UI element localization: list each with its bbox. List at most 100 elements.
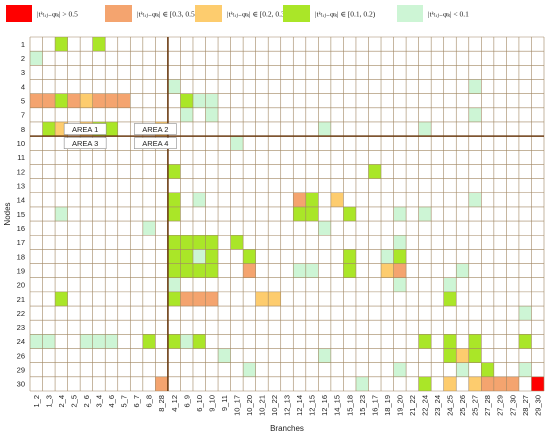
x-tick-label: 12_16 [320, 395, 329, 416]
legend-swatch-gt05 [6, 5, 32, 22]
cell-1_3-node-24 [42, 334, 56, 349]
x-tick-label: 6_10 [195, 395, 204, 412]
area-label-1: AREA 1 [72, 125, 98, 134]
y-tick-label: 24 [17, 337, 25, 346]
y-tick-label: 13 [17, 181, 25, 190]
cell-3_4-node-24 [92, 334, 106, 349]
cell-15_23-node-30 [355, 376, 369, 391]
cell-4_12-node-19 [167, 263, 181, 278]
cell-9_10-node-7 [205, 107, 219, 122]
area-label-3: AREA 3 [72, 139, 98, 148]
cell-19_20-node-17 [393, 235, 407, 250]
y-tick-label: 29 [17, 366, 25, 375]
cell-12_15-node-14 [305, 192, 319, 207]
cell-4_12-node-17 [167, 235, 181, 250]
x-tick-label: 9_10 [207, 395, 216, 412]
x-tick-label: 27_29 [496, 395, 505, 416]
x-tick-label: 25_27 [471, 395, 480, 416]
cell-6_10-node-14 [192, 192, 206, 207]
cell-4_6-node-8 [105, 121, 118, 137]
cell-4_12-node-12 [167, 164, 181, 179]
heatmap-cells [30, 37, 544, 391]
cell-12_16-node-8 [318, 121, 331, 137]
y-tick-label: 30 [17, 380, 25, 389]
cell-16_17-node-12 [368, 164, 382, 179]
cell-27_28-node-29 [481, 362, 494, 377]
x-tick-label: 10_21 [258, 395, 267, 416]
x-tick-label: 23_24 [433, 395, 442, 416]
cell-25_27-node-24 [468, 334, 482, 349]
cell-25_26-node-29 [456, 362, 469, 377]
cell-22_24-node-30 [418, 376, 432, 391]
cell-25_27-node-26 [468, 348, 482, 363]
area-dividers: AREA 1 AREA 2 AREA 3 AREA 4 [30, 37, 544, 391]
y-tick-label: 10 [17, 139, 25, 148]
cell-12_14-node-15 [293, 206, 306, 222]
x-tick-labels: 1_2 1_3 2_4 2_5 2_6 3_4 4_6 5_7 6_7 6_8 8_28 4_12 6_… [32, 395, 542, 416]
cell-12_14-node-14 [293, 192, 306, 207]
cell-27_28-node-30 [481, 376, 494, 391]
cell-25_27-node-30 [468, 376, 482, 391]
cell-4_12-node-4 [167, 79, 181, 94]
cell-19_20-node-19 [393, 263, 407, 278]
cell-22_24-node-24 [418, 334, 432, 349]
cell-14_15-node-14 [330, 192, 344, 207]
x-tick-label: 4_12 [170, 395, 179, 412]
cell-22_24-node-8 [418, 121, 432, 137]
area-label-2: AREA 2 [142, 125, 168, 134]
x-tick-label: 16_17 [370, 395, 379, 416]
cell-2_4-node-21 [55, 291, 68, 307]
x-axis-label: Branches [270, 424, 304, 433]
x-tick-label: 8_28 [157, 395, 166, 412]
x-tick-label: 10_20 [245, 395, 254, 416]
y-tick-label: 12 [17, 167, 25, 176]
cell-6_9-node-7 [180, 107, 193, 122]
x-tick-label: 2_6 [82, 395, 91, 408]
cell-9_10-node-17 [205, 235, 219, 250]
cell-25_27-node-7 [468, 107, 482, 122]
cell-28_27-node-22 [518, 306, 532, 321]
cell-28_27-node-24 [518, 334, 532, 349]
x-tick-label: 15_23 [358, 395, 367, 416]
legend-label-r03: |tᵏₗᵢⱼ₋φₖ| ∈ [0.3, 0.5) [137, 10, 198, 19]
x-tick-label: 5_7 [120, 395, 129, 408]
cell-24_25-node-21 [443, 291, 457, 307]
cell-1_3-node-8 [42, 121, 56, 137]
cell-3_4-node-1 [92, 37, 106, 52]
x-tick-label: 12_13 [283, 395, 292, 416]
area-box-1 [63, 123, 107, 135]
x-tick-label: 6_7 [132, 395, 141, 408]
cell-10_20-node-19 [243, 263, 256, 278]
cell-6_9-node-24 [180, 334, 193, 349]
cell-9_10-node-19 [205, 263, 219, 278]
x-tick-label: 10_22 [270, 395, 279, 416]
cell-6_10-node-21 [192, 291, 206, 307]
legend-swatch-lt01 [397, 5, 423, 22]
y-tick-label: 19 [17, 266, 25, 275]
x-tick-label: 18_19 [383, 395, 392, 416]
cell-6_9-node-5 [180, 93, 193, 108]
cell-22_24-node-15 [418, 206, 432, 222]
legend-label-gt05: |tᵏₗᵢⱼ₋φₖ| > 0.5 [37, 10, 78, 19]
y-tick-labels: 1234578101112131415161718192021222324262… [17, 40, 25, 389]
cell-4_6-node-24 [105, 334, 118, 349]
cell-4_12-node-18 [167, 249, 181, 264]
cell-1_2-node-2 [30, 51, 43, 66]
cell-24_25-node-20 [443, 277, 457, 292]
area-box-3 [63, 137, 107, 149]
cell-4_12-node-15 [167, 206, 181, 222]
y-tick-label: 26 [17, 351, 25, 360]
cell-6_10-node-5 [192, 93, 206, 108]
cell-25_27-node-4 [468, 79, 482, 94]
cell-10_20-node-29 [243, 362, 256, 377]
x-tick-label: 19_20 [395, 395, 404, 416]
y-tick-label: 5 [21, 97, 25, 106]
cell-18_19-node-19 [381, 263, 394, 278]
cell-19_20-node-18 [393, 249, 407, 264]
x-tick-label: 15_18 [345, 395, 354, 416]
cell-10_17-node-17 [230, 235, 244, 250]
cell-6_10-node-24 [192, 334, 206, 349]
cell-2_5-node-5 [67, 93, 81, 108]
cell-19_20-node-20 [393, 277, 407, 292]
